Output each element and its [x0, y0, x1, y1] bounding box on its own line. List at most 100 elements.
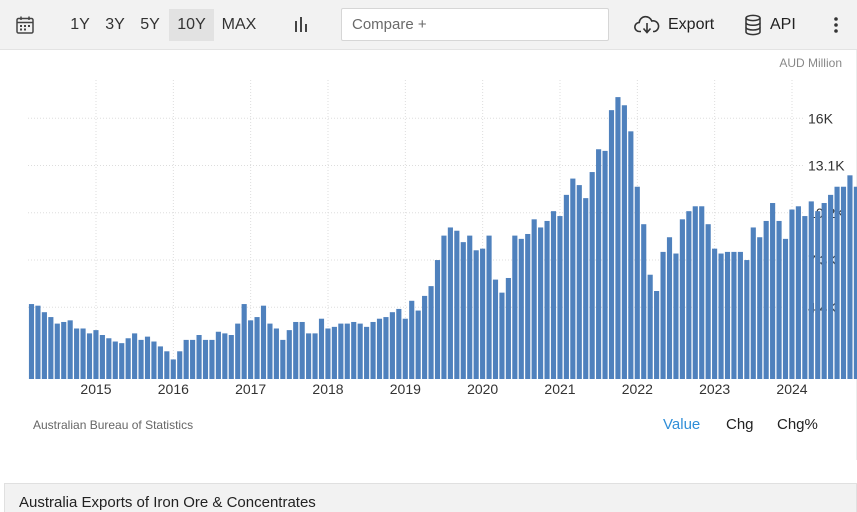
export-button[interactable]: Export: [634, 9, 714, 41]
bar: [828, 194, 834, 379]
bar: [48, 317, 54, 379]
bar: [280, 339, 286, 379]
bar: [422, 295, 428, 379]
bar: [415, 310, 421, 379]
bar: [344, 323, 350, 379]
database-icon: [745, 14, 761, 36]
bar: [512, 235, 518, 379]
x-tick-label: 2018: [312, 381, 343, 397]
bar: [583, 198, 589, 379]
range-max-button[interactable]: MAX: [221, 16, 257, 33]
bar: [132, 333, 138, 379]
bar: [621, 105, 627, 379]
bar: [795, 206, 801, 379]
bar: [93, 330, 99, 379]
bar: [376, 318, 383, 379]
calendar-icon[interactable]: [14, 0, 36, 50]
bar: [54, 323, 60, 379]
more-options-button[interactable]: [830, 9, 850, 41]
bar: [570, 178, 576, 379]
bar: [61, 321, 67, 379]
x-tick-label: 2021: [544, 381, 575, 397]
bar: [473, 250, 479, 379]
bar: [460, 242, 466, 379]
compare-input[interactable]: [341, 8, 609, 41]
chart-type-button[interactable]: [292, 9, 318, 41]
chart-panel: AUD Million 4.4K7.3K10.2K13.1K16K2015201…: [0, 50, 857, 460]
bar: [808, 201, 814, 379]
tab-value[interactable]: Value: [663, 416, 701, 433]
bar: [402, 318, 408, 379]
bar: [615, 97, 621, 380]
bar: [241, 304, 247, 379]
bar: [267, 323, 273, 379]
x-tick-label: 2022: [622, 381, 653, 397]
bar: [673, 253, 679, 379]
bar: [228, 335, 234, 379]
bar: [531, 219, 537, 379]
source-label: Australian Bureau of Statistics: [33, 418, 194, 432]
bar: [222, 333, 228, 379]
range-5y-button[interactable]: 5Y: [140, 16, 160, 33]
bar: [151, 341, 157, 379]
vertical-ellipsis-icon: [834, 17, 838, 33]
bar: [634, 186, 640, 379]
bar: [80, 328, 86, 379]
footer-title: Australia Exports of Iron Ore & Concentr…: [19, 494, 316, 511]
bar: [486, 235, 492, 379]
bar: [74, 328, 80, 379]
bar: [802, 216, 808, 379]
bar: [106, 338, 112, 379]
bar: [209, 339, 215, 379]
range-3y-button[interactable]: 3Y: [105, 16, 125, 33]
bar: [190, 339, 196, 379]
bar: [177, 351, 183, 379]
bar: [125, 338, 131, 379]
bar: [434, 260, 441, 379]
bar: [164, 351, 170, 379]
bar: [815, 211, 821, 379]
bar: [544, 220, 550, 379]
bar: [306, 333, 312, 379]
bar: [112, 341, 118, 379]
bar: [144, 336, 151, 379]
bar: [170, 359, 176, 379]
bar: [840, 186, 847, 379]
y-tick-label: 13.1K: [808, 158, 845, 174]
range-10y-button[interactable]: 10Y: [169, 9, 214, 41]
footer-bar: Australia Exports of Iron Ore & Concentr…: [4, 483, 857, 512]
bar: [447, 227, 453, 379]
bar: [318, 318, 325, 379]
bar: [467, 235, 473, 379]
bar: [364, 326, 370, 379]
range-1y-button[interactable]: 1Y: [70, 16, 90, 33]
bar: [538, 227, 544, 379]
bar: [686, 211, 692, 379]
bar-chart: 4.4K7.3K10.2K13.1K16K2015201620172018201…: [28, 80, 857, 397]
x-tick-label: 2015: [80, 381, 111, 397]
bar: [757, 237, 763, 379]
bar: [750, 227, 756, 379]
bar: [235, 323, 241, 379]
bar: [325, 328, 331, 379]
export-label: Export: [668, 16, 715, 33]
x-tick-label: 2020: [467, 381, 498, 397]
tab-chg[interactable]: Chg: [726, 416, 754, 433]
unit-label: AUD Million: [779, 56, 842, 70]
bar: [99, 335, 105, 379]
bar: [293, 321, 299, 379]
bar: [351, 321, 357, 379]
bar: [260, 305, 267, 379]
x-tick-label: 2017: [235, 381, 266, 397]
tab-chg-percent[interactable]: Chg%: [777, 416, 818, 433]
bar: [699, 206, 705, 379]
bar: [782, 238, 789, 379]
api-button[interactable]: API: [744, 9, 796, 41]
bar: [370, 321, 376, 379]
bar: [441, 235, 447, 379]
bar: [183, 339, 189, 379]
bar: [847, 175, 853, 379]
bar: [853, 186, 857, 379]
bar: [389, 312, 395, 379]
x-tick-label: 2019: [390, 381, 421, 397]
